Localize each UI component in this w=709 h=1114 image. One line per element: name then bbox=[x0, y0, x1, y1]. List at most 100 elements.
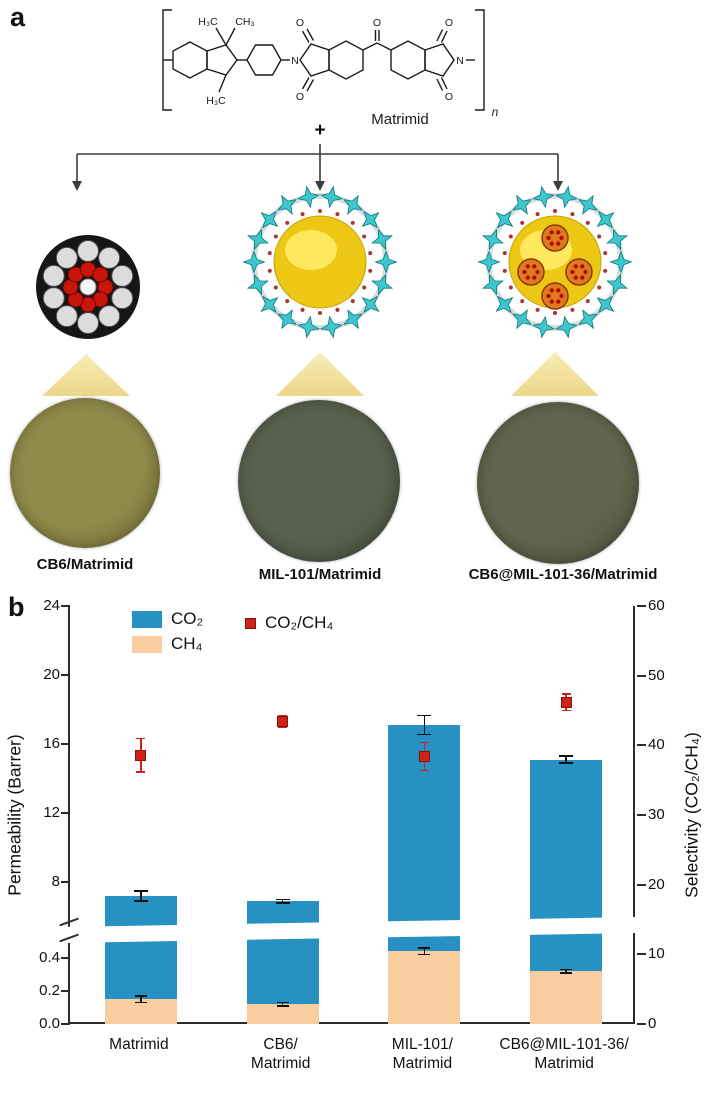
category-label-line: CB6@MIL-101-36/ bbox=[499, 1036, 629, 1053]
selectivity-legend-label: CO₂/CH₄ bbox=[265, 613, 334, 632]
cb6-guest bbox=[517, 258, 545, 286]
metal-cluster-star bbox=[319, 185, 343, 209]
right-axis-tick bbox=[637, 605, 646, 607]
arrow-head bbox=[72, 181, 82, 191]
left-axis-tick bbox=[61, 605, 70, 607]
left-axis-tick-label: 8 bbox=[51, 873, 60, 891]
metal-cluster-star bbox=[297, 185, 321, 209]
ch4-error-line bbox=[423, 947, 426, 955]
guest-oxygen bbox=[556, 288, 561, 293]
category-label: MIL-101/Matrimid bbox=[337, 1036, 507, 1073]
metal-cluster-star bbox=[374, 250, 398, 274]
guest-oxygen bbox=[580, 275, 585, 280]
linker-dot bbox=[273, 234, 278, 239]
metal-cluster-star bbox=[495, 210, 514, 229]
membrane-label: CB6@MIL-101-36/Matrimid bbox=[468, 566, 658, 583]
category-label-line: MIL-101/ bbox=[391, 1036, 453, 1053]
guest-oxygen bbox=[556, 299, 561, 304]
selectivity-legend-swatch bbox=[245, 617, 256, 629]
linker-dot bbox=[318, 311, 322, 315]
guest-oxygen bbox=[559, 293, 564, 299]
oxygen-sphere bbox=[92, 266, 109, 283]
linker-dot bbox=[570, 307, 575, 312]
linker-dot bbox=[502, 268, 507, 273]
right-axis-title: Selectivity (CO₂/CH₄) bbox=[681, 732, 702, 898]
phenylene-ring bbox=[246, 44, 282, 76]
nitrogen-label: N bbox=[291, 55, 299, 67]
guest-oxygen bbox=[525, 275, 530, 280]
left-axis-tick-label: 24 bbox=[43, 597, 60, 614]
left-axis-tick-label: 16 bbox=[43, 735, 60, 753]
methyl-label: H₃C bbox=[206, 95, 226, 107]
guest-oxygen bbox=[525, 264, 530, 269]
carbon-sphere bbox=[111, 287, 134, 310]
right-bracket bbox=[475, 9, 485, 111]
selectivity-error-cap bbox=[419, 769, 429, 772]
guest-oxygen bbox=[549, 288, 554, 293]
metal-cluster-star bbox=[606, 228, 628, 251]
selectivity-marker bbox=[277, 716, 289, 728]
linker-dot bbox=[362, 285, 367, 290]
category-label-line: Matrimid bbox=[250, 1054, 311, 1072]
pore-highlight bbox=[285, 230, 337, 270]
linker-dot bbox=[362, 234, 367, 239]
selectivity-marker bbox=[560, 696, 572, 708]
right-axis-tick-label: 30 bbox=[648, 806, 665, 823]
linker-dot bbox=[520, 299, 525, 304]
metal-cluster-star bbox=[297, 315, 321, 339]
linker-dot bbox=[300, 307, 305, 312]
metal-cluster-star bbox=[596, 295, 615, 314]
imide-ring bbox=[424, 43, 455, 77]
ch4-legend-label: CH₄ bbox=[171, 634, 203, 653]
cb6-molecule bbox=[36, 235, 140, 339]
left-axis-tick bbox=[61, 1023, 70, 1025]
legend-entry-selectivity: CO₂/CH₄ bbox=[245, 613, 333, 633]
co2-error-line bbox=[565, 756, 567, 764]
ch4-error-cap bbox=[134, 995, 147, 997]
selectivity-error-cap bbox=[278, 715, 288, 717]
cb6-at-mil101-cage bbox=[477, 185, 633, 339]
membrane-disc-2 bbox=[477, 402, 639, 564]
oxygen-label: O bbox=[373, 17, 381, 29]
metal-cluster-star bbox=[577, 194, 599, 215]
ch4-legend-swatch bbox=[132, 635, 162, 653]
matrimid-structure: H₃C CH₃ H₃C N O O O O O N n Matrimid bbox=[162, 9, 499, 128]
linker-dot bbox=[273, 285, 278, 290]
metal-cluster-star bbox=[371, 273, 393, 296]
metal-cluster-star bbox=[276, 309, 298, 330]
plus-sign: + bbox=[314, 120, 326, 141]
casting-funnel-icon bbox=[42, 354, 130, 396]
linker-dot bbox=[570, 212, 575, 217]
metal-cluster-star bbox=[554, 185, 578, 209]
linker-dot bbox=[597, 285, 602, 290]
carbon-sphere bbox=[77, 240, 99, 262]
oxygen-label: O bbox=[445, 91, 453, 103]
selectivity-marker bbox=[135, 749, 147, 761]
guest-oxygen bbox=[549, 241, 554, 246]
metal-cluster-star bbox=[596, 210, 615, 229]
legend-entry-co2: CO₂ bbox=[132, 609, 203, 629]
selectivity-error-cap bbox=[419, 741, 429, 744]
linker-dot bbox=[368, 268, 373, 273]
metal-cluster-star bbox=[495, 295, 514, 314]
metal-cluster-star bbox=[609, 250, 633, 274]
guest-oxygen bbox=[532, 275, 537, 280]
ch4-bar bbox=[104, 999, 177, 1024]
metal-cluster-star bbox=[554, 315, 578, 339]
linker-dot bbox=[267, 251, 272, 256]
metal-cluster-star bbox=[342, 309, 364, 330]
metal-cluster-star bbox=[342, 194, 364, 215]
linker-dot bbox=[535, 307, 540, 312]
right-axis-tick-label: 40 bbox=[648, 736, 665, 754]
methyl-label: CH₃ bbox=[235, 16, 254, 28]
repeat-subscript: n bbox=[492, 105, 499, 119]
ch4-error-cap bbox=[560, 971, 573, 974]
guest-oxygen bbox=[522, 269, 527, 275]
bar-chart-plot-area: CO₂ CH₄ CO₂/CH₄ bbox=[60, 605, 646, 1025]
ch4-bar bbox=[246, 1004, 319, 1024]
left-axis-tick-label: 0.4 bbox=[39, 948, 60, 966]
linker-dot bbox=[553, 311, 557, 315]
metal-cluster-star bbox=[260, 295, 279, 314]
metal-cluster-star bbox=[532, 185, 556, 209]
carbon-sphere bbox=[55, 246, 78, 269]
